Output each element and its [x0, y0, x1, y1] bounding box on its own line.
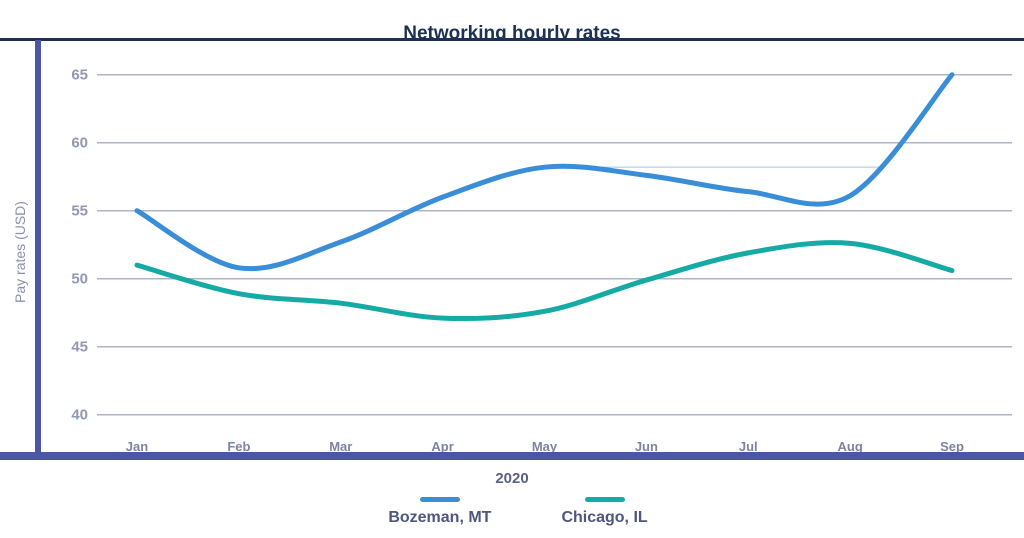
legend-label-bozeman: Bozeman, MT	[388, 509, 492, 526]
x-tick-label-jul: Jul	[739, 439, 758, 454]
x-tick-label-feb: Feb	[227, 439, 250, 454]
y-tick-label-50: 50	[71, 271, 88, 288]
y-tick-label-40: 40	[71, 407, 88, 424]
chart-title-clip: Networking hourly rates	[0, 24, 1024, 38]
x-tick-label-mar: Mar	[329, 439, 352, 454]
legend-item-chicago[interactable]: Chicago, IL	[561, 497, 648, 527]
x-axis-title: 2020	[495, 470, 529, 487]
series-line-chicago[interactable]	[134, 240, 955, 322]
x-tick-label-sep: Sep	[940, 439, 964, 454]
y-tick-label-60: 60	[71, 135, 88, 152]
legend-swatch-blue-icon	[419, 497, 460, 502]
x-tick-label-jun: Jun	[635, 439, 658, 454]
series-line-bozeman[interactable]	[134, 72, 955, 272]
y-axis-title: Pay rates (USD)	[12, 201, 28, 303]
x-tick-label-may: May	[532, 439, 558, 454]
y-tick-label-45: 45	[71, 339, 88, 356]
x-axis-bar	[0, 452, 1024, 460]
legend-label-chicago: Chicago, IL	[561, 509, 648, 526]
legend: Bozeman, MT Chicago, IL	[6, 497, 1024, 527]
y-tick-label-55: 55	[71, 203, 88, 220]
title-divider-line	[0, 38, 1024, 41]
y-axis-bar	[35, 40, 41, 460]
chart-title: Networking hourly rates	[403, 24, 621, 38]
y-tick-label-65: 65	[71, 67, 88, 84]
x-tick-label-apr: Apr	[431, 439, 453, 454]
x-tick-label-jan: Jan	[126, 439, 148, 454]
legend-swatch-teal-icon	[584, 497, 625, 502]
x-tick-label-aug: Aug	[837, 439, 862, 454]
legend-item-bozeman[interactable]: Bozeman, MT	[388, 497, 491, 527]
